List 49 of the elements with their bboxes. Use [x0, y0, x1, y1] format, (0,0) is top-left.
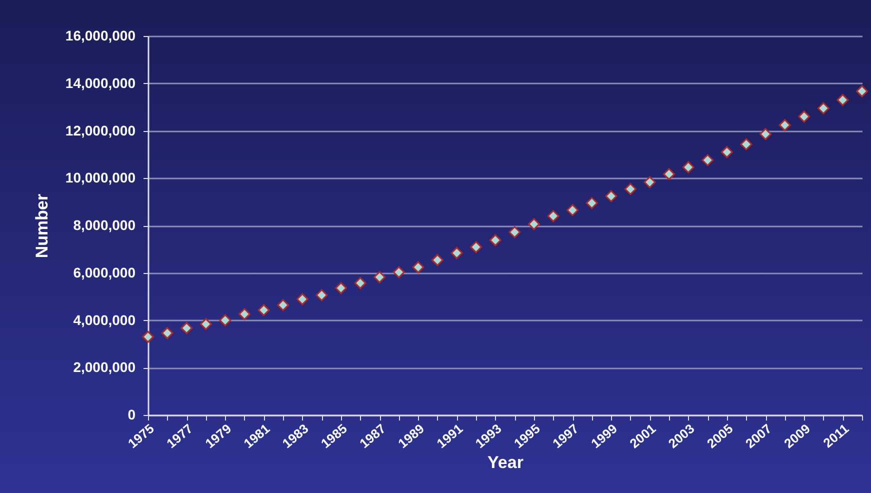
point: [161, 327, 174, 340]
point: [547, 210, 560, 222]
point: [586, 197, 598, 209]
point: [470, 241, 482, 254]
point: [238, 308, 250, 320]
point: [200, 318, 212, 330]
y-tick-label: 4,000,000: [73, 312, 136, 328]
point: [374, 271, 386, 284]
point: [836, 94, 849, 106]
point: [412, 261, 424, 274]
point: [760, 128, 772, 140]
point: [392, 266, 405, 278]
x-axis-title: Year: [488, 453, 524, 472]
point: [798, 110, 810, 123]
point: [508, 226, 521, 238]
point: [624, 183, 636, 196]
y-tick-label: 10,000,000: [65, 170, 136, 186]
y-tick-label: 12,000,000: [65, 122, 136, 138]
point: [682, 161, 694, 174]
point: [219, 314, 232, 326]
point: [566, 204, 579, 216]
point: [663, 168, 676, 180]
y-tick-label: 6,000,000: [73, 264, 136, 280]
point: [180, 322, 193, 334]
point: [605, 190, 618, 202]
point: [296, 293, 308, 306]
point: [277, 299, 290, 312]
point: [702, 154, 714, 166]
point: [489, 234, 502, 246]
point: [856, 85, 868, 98]
y-tick-label: 2,000,000: [73, 359, 136, 376]
y-tick-label: 14,000,000: [65, 74, 136, 91]
y-tick-label: 0: [128, 406, 136, 422]
point: [142, 330, 154, 343]
point: [334, 282, 347, 294]
point: [316, 289, 328, 302]
point: [258, 304, 270, 316]
y-axis-title: Number: [32, 194, 52, 258]
point: [450, 246, 463, 259]
point: [720, 146, 733, 158]
point: [817, 102, 830, 114]
point: [354, 277, 366, 290]
point: [778, 119, 791, 132]
point: [740, 138, 752, 150]
point: [528, 218, 540, 230]
y-tick-label: 16,000,000: [65, 28, 136, 44]
y-tick-label: 8,000,000: [73, 217, 136, 233]
point: [431, 254, 444, 266]
point: [644, 176, 656, 188]
